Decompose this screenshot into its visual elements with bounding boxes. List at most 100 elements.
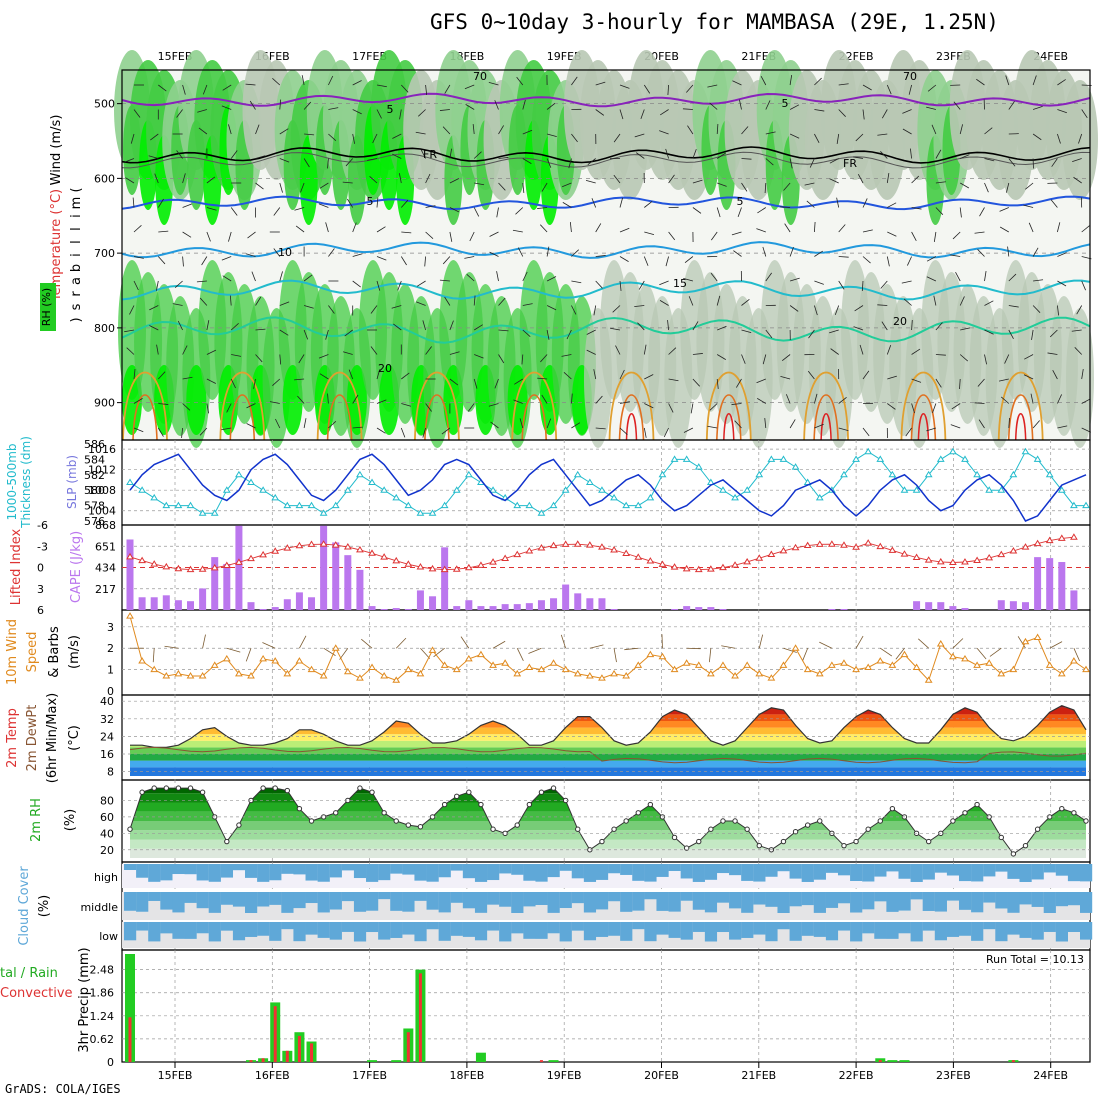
cloud-bar-high xyxy=(716,864,730,874)
ylabel-wind10-barbs: & Barbs xyxy=(47,626,62,678)
wind10-speed-line-point xyxy=(501,659,510,666)
wind-barb xyxy=(665,148,669,159)
rh-band xyxy=(130,793,1086,803)
wind-barb xyxy=(304,133,315,136)
wind-barb xyxy=(682,108,693,110)
temp-band xyxy=(130,727,1086,735)
cloud-bar-low xyxy=(1043,922,1056,932)
thickness-line-point xyxy=(864,447,873,455)
wind-barb xyxy=(1023,204,1034,208)
rh-shade-bright xyxy=(186,365,207,435)
wind-barb xyxy=(789,419,796,429)
wind-barb xyxy=(1057,79,1066,86)
wind10-speed-line-point xyxy=(1033,633,1042,641)
wind-barb xyxy=(902,109,912,114)
wind-barb xyxy=(686,84,694,93)
wind-barb xyxy=(887,202,897,208)
lifted-index-line-point xyxy=(489,558,497,565)
cape-tick-label: 868 xyxy=(95,519,116,532)
precip-convective-bar xyxy=(418,973,422,1062)
wind-barb xyxy=(789,277,800,282)
cloud-bar-high xyxy=(971,864,984,882)
wind10-speed-line-point xyxy=(271,657,280,664)
wind10-barb xyxy=(1017,636,1026,649)
wind-barb xyxy=(984,300,994,306)
cloud-bar-low xyxy=(257,922,270,936)
cloud-bar-high xyxy=(656,864,669,877)
wind-barb xyxy=(716,378,719,389)
cloud-bar-high xyxy=(704,864,718,880)
wind-barb xyxy=(158,230,169,233)
wind-barb xyxy=(886,173,890,184)
wind-barb xyxy=(644,374,654,380)
wind10-speed-line-point xyxy=(440,661,449,668)
rh2m-line-point xyxy=(611,826,617,832)
cape-bar xyxy=(1009,601,1017,610)
wind-barb xyxy=(619,197,623,208)
cape-bar xyxy=(320,525,328,610)
wind-barb xyxy=(473,151,482,159)
wind-barb xyxy=(789,75,793,86)
cloud-bar-high xyxy=(487,864,500,881)
wind-barb xyxy=(733,250,742,257)
rh2m-line-point xyxy=(817,818,823,824)
wind-barb xyxy=(976,78,985,86)
lifted-index-line-point xyxy=(634,553,643,560)
rh2m-line-point xyxy=(490,826,496,832)
wind-barb xyxy=(830,348,839,355)
wind10-barb xyxy=(226,647,241,653)
wind-barb xyxy=(401,403,412,407)
wind-barb xyxy=(932,403,937,414)
cloud-bar-low xyxy=(547,922,560,934)
wind-barb xyxy=(182,203,193,208)
cloud-bar-middle xyxy=(136,892,149,912)
wind-barb xyxy=(1047,352,1058,355)
wind-barb xyxy=(668,174,675,184)
contour-label: 20 xyxy=(893,315,907,328)
cloud-bar-middle xyxy=(208,892,221,913)
wind10-barb xyxy=(395,637,407,649)
wind10-speed-line-point xyxy=(210,661,219,668)
wind-barb xyxy=(974,231,985,234)
cloud-bar-high xyxy=(765,864,778,877)
wind10-tick-label: 0 xyxy=(107,685,114,698)
wind-barb xyxy=(1028,222,1034,233)
wind-barb xyxy=(935,322,943,331)
wind10-barb xyxy=(708,648,712,663)
wind10-speed-line-point xyxy=(392,676,401,683)
cape-bar xyxy=(501,604,509,610)
cloud-bar-middle xyxy=(329,892,342,910)
wind-barb xyxy=(862,427,870,437)
cape-bar xyxy=(525,603,533,610)
wind-barb xyxy=(1008,305,1019,308)
wind-barb xyxy=(249,100,256,110)
wind-barb xyxy=(172,303,183,306)
wind-barb xyxy=(1049,329,1058,338)
ylabel-millibars-char: l xyxy=(69,227,84,231)
wind-barb xyxy=(158,256,166,265)
cloud-bar-high xyxy=(813,864,826,880)
wind-barb xyxy=(877,133,888,136)
cloud-bar-high xyxy=(378,864,391,881)
contour-label: 70 xyxy=(903,70,917,83)
temp-band xyxy=(130,740,1086,748)
wind-barb xyxy=(376,369,381,380)
wind-barb xyxy=(960,154,970,159)
cloud-bar-middle xyxy=(777,892,790,913)
wind-barb xyxy=(593,305,597,316)
wind-barb xyxy=(959,296,965,306)
wind-barb xyxy=(124,329,135,333)
panel-frame-precip xyxy=(121,949,1091,1063)
lifted-index-line-point xyxy=(186,565,195,573)
wind-barb xyxy=(494,378,499,389)
wind-barb xyxy=(345,158,353,167)
wind-barb xyxy=(756,378,766,384)
rh2m-line-point xyxy=(998,834,1004,841)
wind-barb xyxy=(687,125,694,135)
ylabel-millibars-char: l xyxy=(69,240,84,244)
contour-30c xyxy=(132,394,158,441)
cape-bar xyxy=(138,597,146,610)
wind-barb xyxy=(275,418,281,429)
wind10-speed-line-point xyxy=(513,669,522,677)
wind-barb xyxy=(546,158,552,168)
